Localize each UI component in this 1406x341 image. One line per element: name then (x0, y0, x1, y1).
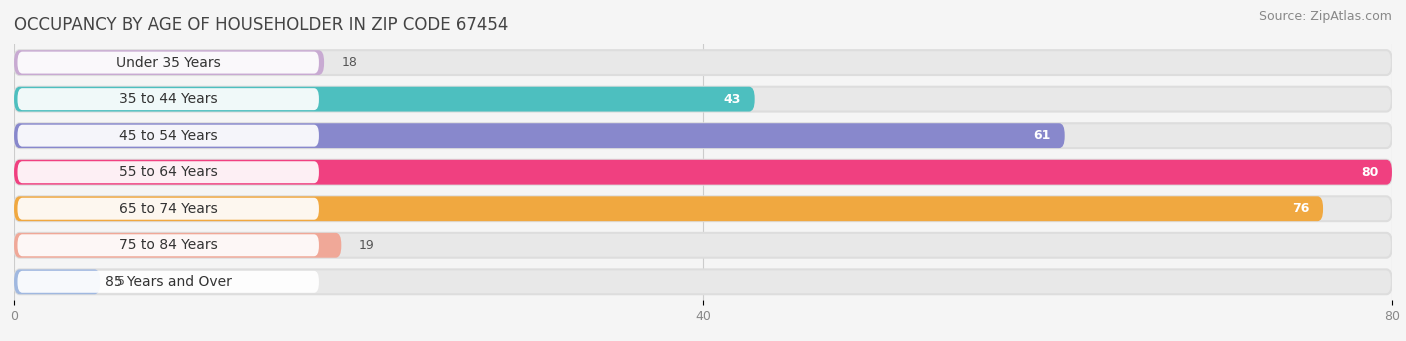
Text: 19: 19 (359, 239, 374, 252)
FancyBboxPatch shape (14, 50, 1392, 75)
FancyBboxPatch shape (14, 196, 1323, 221)
FancyBboxPatch shape (14, 123, 1392, 148)
Text: 61: 61 (1033, 129, 1050, 142)
FancyBboxPatch shape (14, 196, 1392, 221)
FancyBboxPatch shape (14, 123, 1064, 148)
Text: 80: 80 (1361, 166, 1378, 179)
FancyBboxPatch shape (17, 234, 319, 256)
FancyBboxPatch shape (14, 233, 1392, 258)
Text: 55 to 64 Years: 55 to 64 Years (120, 165, 218, 179)
Text: 45 to 54 Years: 45 to 54 Years (120, 129, 218, 143)
FancyBboxPatch shape (14, 50, 325, 75)
Text: OCCUPANCY BY AGE OF HOUSEHOLDER IN ZIP CODE 67454: OCCUPANCY BY AGE OF HOUSEHOLDER IN ZIP C… (14, 16, 509, 34)
FancyBboxPatch shape (14, 160, 1392, 184)
FancyBboxPatch shape (14, 233, 342, 258)
Text: 5: 5 (118, 275, 125, 288)
Text: Source: ZipAtlas.com: Source: ZipAtlas.com (1258, 10, 1392, 23)
FancyBboxPatch shape (17, 198, 319, 220)
FancyBboxPatch shape (14, 269, 100, 294)
FancyBboxPatch shape (14, 269, 1392, 294)
FancyBboxPatch shape (14, 160, 1392, 184)
Text: 85 Years and Over: 85 Years and Over (105, 275, 232, 289)
FancyBboxPatch shape (17, 88, 319, 110)
Text: 35 to 44 Years: 35 to 44 Years (120, 92, 218, 106)
Text: 65 to 74 Years: 65 to 74 Years (120, 202, 218, 216)
Text: 18: 18 (342, 56, 357, 69)
FancyBboxPatch shape (17, 271, 319, 293)
Text: Under 35 Years: Under 35 Years (115, 56, 221, 70)
Text: 76: 76 (1292, 202, 1309, 215)
FancyBboxPatch shape (17, 51, 319, 74)
FancyBboxPatch shape (14, 87, 755, 112)
FancyBboxPatch shape (17, 161, 319, 183)
Text: 43: 43 (724, 93, 741, 106)
Text: 75 to 84 Years: 75 to 84 Years (120, 238, 218, 252)
FancyBboxPatch shape (17, 125, 319, 147)
FancyBboxPatch shape (14, 87, 1392, 112)
